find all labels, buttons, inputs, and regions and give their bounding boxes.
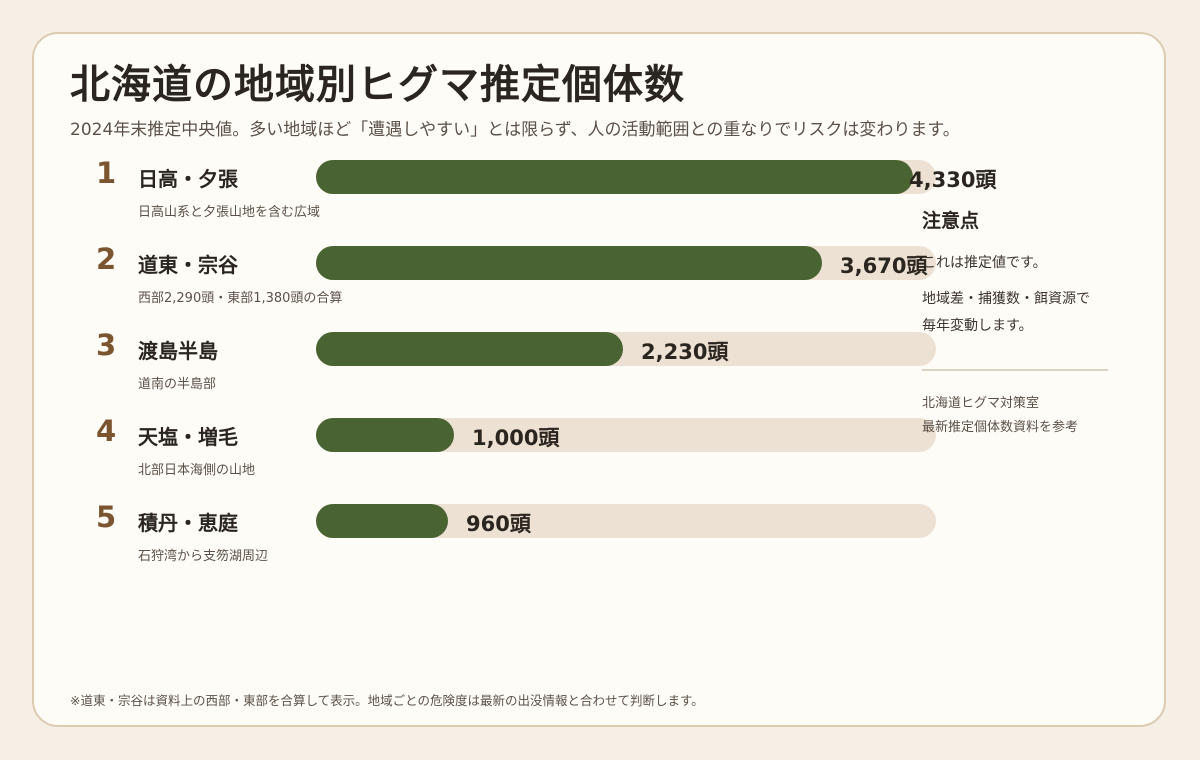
bar — [316, 332, 623, 366]
bar-track: 1,000頭 — [316, 418, 936, 452]
value-label: 1,000頭 — [472, 426, 560, 450]
region-description: 西部2,290頭・東部1,380頭の合算 — [138, 291, 343, 306]
region-name: 日高・夕張 — [138, 167, 238, 191]
note-variation: 地域差・捕獲数・餌資源で 毎年変動します。 — [922, 286, 1090, 340]
rank-number: 1 — [96, 156, 117, 190]
note-estimate: これは推定値です。 — [922, 255, 1047, 271]
rank-number: 4 — [96, 414, 117, 448]
region-name: 道東・宗谷 — [138, 253, 238, 277]
source-line1: 北海道ヒグマ対策室 — [922, 396, 1040, 411]
region-name: 渡島半島 — [138, 339, 218, 363]
rank-number: 5 — [96, 500, 117, 534]
region-name: 積丹・恵庭 — [138, 511, 238, 535]
bar-track: 3,670頭 — [316, 246, 936, 280]
bar — [316, 246, 822, 280]
rank-number: 3 — [96, 328, 117, 362]
notes-heading: 注意点 — [922, 210, 980, 232]
value-label: 960頭 — [466, 512, 531, 536]
note-variation-line1: 地域差・捕獲数・餌資源で — [922, 291, 1090, 307]
footnote: ※道東・宗谷は資料上の西部・東部を合算して表示。地域ごとの危険度は最新の出没情報… — [70, 693, 704, 708]
region-description: 日高山系と夕張山地を含む広域 — [138, 205, 321, 220]
value-label: 2,230頭 — [641, 340, 729, 364]
bar — [316, 504, 448, 538]
bar-track: 2,230頭 — [316, 332, 936, 366]
bar — [316, 160, 913, 194]
subtitle: 2024年末推定中央値。多い地域ほど「遭遇しやすい」とは限らず、人の活動範囲との… — [70, 120, 960, 140]
sidebar-divider — [922, 369, 1108, 371]
region-description: 道南の半島部 — [138, 377, 217, 392]
region-description: 石狩湾から支笏湖周辺 — [138, 549, 269, 564]
source-line2: 最新推定個体数資料を参考 — [922, 420, 1079, 435]
note-variation-line2: 毎年変動します。 — [922, 318, 1033, 334]
page-title: 北海道の地域別ヒグマ推定個体数 — [70, 61, 685, 108]
region-description: 北部日本海側の山地 — [138, 463, 256, 478]
bar-track: 960頭 — [316, 504, 936, 538]
region-name: 天塩・増毛 — [138, 425, 238, 449]
rank-number: 2 — [96, 242, 117, 276]
bar-track: 4,330頭 — [316, 160, 996, 194]
card — [32, 32, 1166, 727]
value-label: 3,670頭 — [840, 254, 928, 278]
value-label: 4,330頭 — [909, 168, 997, 192]
source-note: 北海道ヒグマ対策室 最新推定個体数資料を参考 — [922, 392, 1078, 440]
bar — [316, 418, 454, 452]
